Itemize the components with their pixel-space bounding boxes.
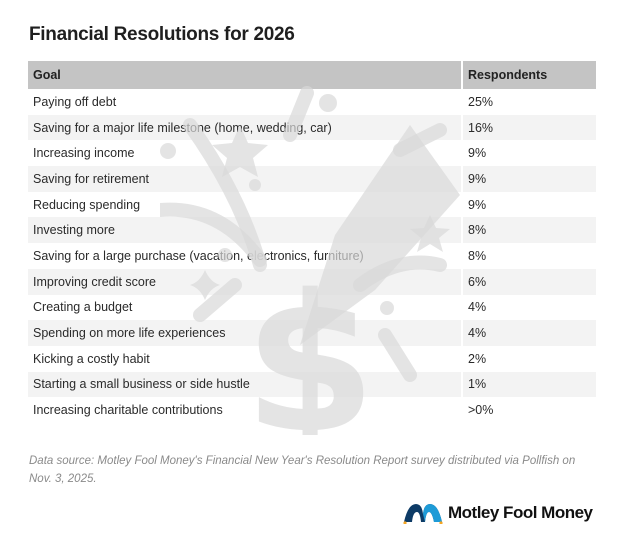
data-source-note: Data source: Motley Fool Money's Financi…	[29, 455, 576, 485]
respondents-cell: 6%	[461, 268, 596, 295]
goal-cell: Increasing charitable contributions	[33, 403, 223, 418]
goal-cell: Reducing spending	[33, 197, 141, 212]
table-row: Saving for retirement 9%	[28, 166, 596, 192]
table-row: Kicking a costly habit 2%	[28, 345, 596, 372]
goal-cell: Increasing income	[33, 146, 135, 161]
table-row: Increasing income 9%	[28, 140, 596, 167]
table-row: Saving for a major life milestone (home,…	[28, 114, 596, 141]
table-row: Investing more 8%	[28, 217, 596, 244]
resolutions-table: Goal Respondents Paying off debt 25% Savi…	[28, 61, 596, 423]
goal-cell: Saving for a major life milestone (home,…	[33, 120, 332, 135]
respondents-cell: 8%	[461, 217, 596, 244]
respondents-cell: 9%	[461, 166, 596, 192]
table-header-row: Goal Respondents	[28, 61, 596, 89]
goal-cell: Saving for a large purchase (vacation, e…	[33, 248, 364, 263]
table-row: Reducing spending 9%	[28, 191, 596, 218]
goal-cell: Kicking a costly habit	[33, 351, 150, 366]
respondents-cell: 9%	[461, 140, 596, 167]
table-row: Spending on more life experiences 4%	[28, 320, 596, 346]
header-goal: Goal	[33, 68, 61, 82]
table-row: Saving for a large purchase (vacation, e…	[28, 243, 596, 269]
goal-cell: Investing more	[33, 223, 115, 238]
respondents-cell: 9%	[461, 191, 596, 218]
page-title: Financial Resolutions for 2026	[29, 24, 295, 45]
respondents-cell: 25%	[461, 89, 596, 115]
table-row: Starting a small business or side hustle…	[28, 371, 596, 398]
motley-fool-money-logo: Motley Fool Money	[402, 502, 593, 524]
header-respondents: Respondents	[461, 61, 596, 89]
goal-cell: Creating a budget	[33, 300, 133, 315]
respondents-cell: 8%	[461, 243, 596, 269]
respondents-cell: 1%	[461, 371, 596, 398]
table-row: Paying off debt 25%	[28, 89, 596, 115]
respondents-cell: 16%	[461, 114, 596, 141]
goal-cell: Saving for retirement	[33, 171, 150, 186]
goal-cell: Improving credit score	[33, 274, 156, 289]
respondents-cell: 4%	[461, 320, 596, 346]
table-row: Improving credit score 6%	[28, 268, 596, 295]
table-row: Creating a budget 4%	[28, 294, 596, 321]
respondents-cell: 2%	[461, 345, 596, 372]
goal-cell: Spending on more life experiences	[33, 326, 226, 341]
logo-text: Motley Fool Money	[448, 503, 593, 522]
respondents-cell: >0%	[461, 397, 596, 423]
goal-cell: Starting a small business or side hustle	[33, 377, 250, 392]
table-row: Increasing charitable contributions >0%	[28, 397, 596, 423]
goal-cell: Paying off debt	[33, 94, 117, 109]
respondents-cell: 4%	[461, 294, 596, 321]
jester-hat-icon	[403, 504, 443, 524]
